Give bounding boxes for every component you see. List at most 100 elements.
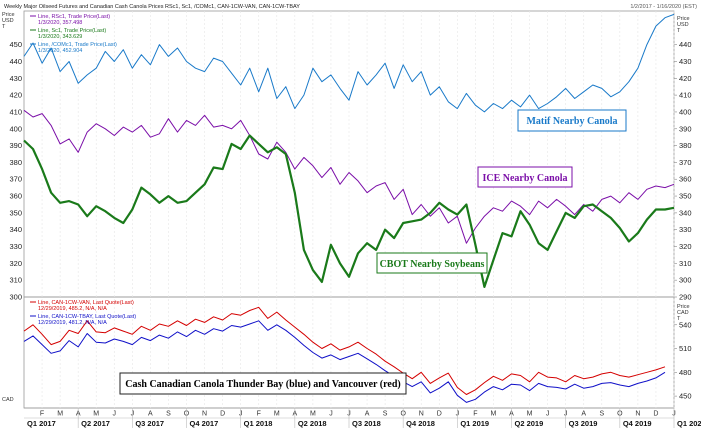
month-tick-label: M xyxy=(57,411,63,418)
top-left-tick-label: 430 xyxy=(9,74,22,83)
top-left-tick-label: 410 xyxy=(9,107,22,116)
top-right-tick-label: 340 xyxy=(679,208,692,217)
callout-cash: Cash Canadian Canola Thunder Bay (blue) … xyxy=(119,372,407,395)
top-left-axis-title: Price xyxy=(2,12,15,18)
month-tick-label: D xyxy=(220,411,225,418)
bottom-right-axis-per: T xyxy=(677,316,681,322)
bottom-axis-title: Price CAD T CAD xyxy=(2,304,690,403)
legend-vancouver-line1: Line, CAN-1CW-VAN, Last Quote(Last) xyxy=(38,300,134,306)
bottom-right-ticks: 540 510 480 450 xyxy=(674,320,692,401)
top-right-tick-label: 290 xyxy=(679,293,692,302)
series-layer xyxy=(23,13,675,403)
bottom-right-tick-label: 450 xyxy=(679,392,692,401)
top-right-tick-label: 410 xyxy=(679,91,692,100)
top-left-tick-label: 380 xyxy=(9,158,22,167)
top-right-tick-label: 370 xyxy=(679,158,692,167)
month-tick-label: J xyxy=(113,411,117,418)
top-left-tick-label: 320 xyxy=(9,259,22,268)
top-right-tick-label: 330 xyxy=(679,225,692,234)
month-tick-label: M xyxy=(310,411,316,418)
month-tick-label: N xyxy=(419,411,424,418)
top-right-axis-title: Price xyxy=(677,16,690,22)
top-left-axis-unit: USD xyxy=(2,18,14,24)
top-left-tick-label: 350 xyxy=(9,208,22,217)
legend-cbot-line1: Line, Sc1, Trade Price(Last) xyxy=(38,28,106,34)
quarter-tick-label: Q4 2018 xyxy=(406,419,435,428)
top-right-tick-label: 380 xyxy=(679,141,692,150)
legend-matif-line1: Line, /COMc1, Trade Price(Last) xyxy=(38,42,117,48)
quarter-tick-label: Q3 2019 xyxy=(569,419,598,428)
top-right-axis-unit: USD xyxy=(677,22,689,28)
top-right-tick-label: 320 xyxy=(679,242,692,251)
top-left-axis-per: T xyxy=(2,24,6,30)
series-line-ice xyxy=(23,109,675,244)
top-left-tick-label: 440 xyxy=(9,57,22,66)
top-left-tick-label: 340 xyxy=(9,225,22,234)
legend-vancouver-line2: 12/29/2019, 485.2, N/A, N/A xyxy=(38,306,107,312)
top-left-tick-label: 330 xyxy=(9,242,22,251)
month-tick-label: M xyxy=(491,411,497,418)
callout-cash-text: Cash Canadian Canola Thunder Bay (blue) … xyxy=(125,379,400,390)
legend-thunder-bay-line2: 12/29/2019, 481.2, N/A, N/A xyxy=(38,320,107,326)
top-left-tick-label: 400 xyxy=(9,124,22,133)
quarter-tick-label: Q3 2018 xyxy=(352,419,381,428)
top-left-ticks: 450 440 430 420 410 400 390 380 370 360 350 340 330 3… xyxy=(9,40,22,301)
bottom-legend: Line, CAN-1CW-VAN, Last Quote(Last) 12/2… xyxy=(30,300,136,326)
top-left-tick-label: 300 xyxy=(9,293,22,302)
series-line-vancouver xyxy=(23,306,666,395)
quarter-tick-label: Q1 2020 xyxy=(677,419,701,428)
top-right-tick-label: 420 xyxy=(679,74,692,83)
month-labels: FMAMJJASONDJFMAMJJASONDJFMAMJJASONDJ xyxy=(40,411,676,418)
chart-header-title: Weekly Major Oilseed Futures and Canadia… xyxy=(4,4,300,10)
top-right-tick-label: 360 xyxy=(679,175,692,184)
month-tick-label: M xyxy=(527,411,533,418)
quarter-tick-label: Q1 2018 xyxy=(244,419,273,428)
bottom-right-tick-label: 480 xyxy=(679,368,692,377)
bottom-right-tick-label: 510 xyxy=(679,344,692,353)
quarter-tick-label: Q4 2017 xyxy=(190,419,219,428)
bottom-right-axis-unit: CAD xyxy=(677,310,689,316)
month-tick-label: D xyxy=(653,411,658,418)
top-right-tick-label: 400 xyxy=(679,107,692,116)
top-left-tick-label: 420 xyxy=(9,91,22,100)
bottom-right-axis-title: Price xyxy=(677,304,690,310)
top-right-axis-per: T xyxy=(677,28,681,34)
top-right-tick-label: 300 xyxy=(679,276,692,285)
callout-cbot: CBOT Nearby Soybeans xyxy=(376,252,488,274)
top-left-tick-label: 310 xyxy=(9,276,22,285)
top-panel-frame xyxy=(23,10,675,298)
month-tick-label: A xyxy=(148,411,153,418)
top-left-tick-label: 370 xyxy=(9,175,22,184)
quarter-tick-label: Q2 2017 xyxy=(81,419,110,428)
month-tick-label: N xyxy=(202,411,207,418)
top-right-ticks: 440 430 420 410 400 390 380 370 360 350 340 330 320 3… xyxy=(674,40,692,302)
top-legend: Line, RSc1, Trade Price(Last) 1/3/2020, … xyxy=(30,14,117,54)
month-tick-label: J xyxy=(329,411,333,418)
month-tick-label: S xyxy=(599,411,604,418)
month-tick-label: A xyxy=(581,411,586,418)
top-right-tick-label: 310 xyxy=(679,259,692,268)
top-axis-title: Price USD T Price USD T xyxy=(2,12,690,34)
top-right-tick-label: 440 xyxy=(679,40,692,49)
quarter-tick-label: Q3 2017 xyxy=(135,419,164,428)
month-tick-label: J xyxy=(546,411,550,418)
month-tick-label: M xyxy=(93,411,99,418)
month-tick-label: F xyxy=(473,411,477,418)
chart-header-date-range: 1/2/2017 - 1/16/2020 (EST) xyxy=(630,4,697,10)
callout-matif-text: Matif Nearby Canola xyxy=(526,116,617,127)
bottom-right-tick-label: 540 xyxy=(679,320,692,329)
top-right-tick-label: 350 xyxy=(679,192,692,201)
quarter-tick-label: Q2 2018 xyxy=(298,419,327,428)
top-left-tick-label: 360 xyxy=(9,192,22,201)
quarter-tick-label: Q2 2019 xyxy=(515,419,544,428)
month-tick-label: F xyxy=(257,411,261,418)
callout-ice: ICE Nearby Canola xyxy=(477,166,573,188)
legend-ice-line2: 1/3/2020, 357.498 xyxy=(38,20,82,26)
month-tick-label: F xyxy=(40,411,44,418)
top-left-tick-label: 390 xyxy=(9,141,22,150)
callout-cbot-text: CBOT Nearby Soybeans xyxy=(380,259,485,270)
month-tick-label: M xyxy=(274,411,280,418)
month-tick-label: D xyxy=(437,411,442,418)
